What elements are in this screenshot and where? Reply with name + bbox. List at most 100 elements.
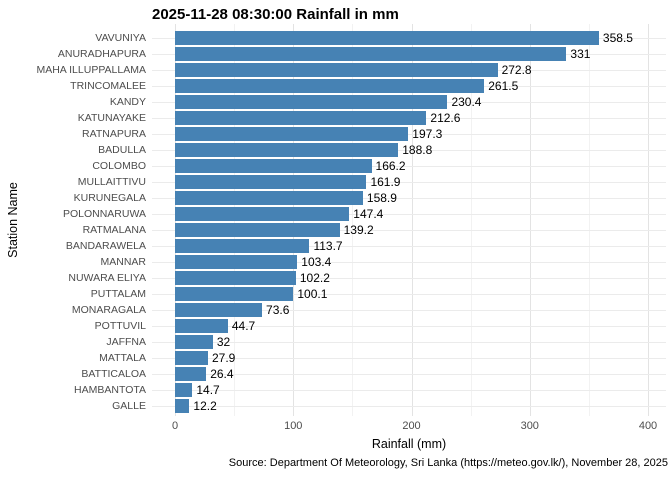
- value-label: 103.4: [301, 255, 332, 269]
- bar-row: BATTICALOA 26.4: [0, 366, 666, 382]
- bar: [175, 287, 294, 301]
- value-label: 188.8: [402, 143, 433, 157]
- gridline-horizontal: [152, 262, 666, 263]
- station-label: MATTALA: [99, 351, 146, 364]
- gridline-horizontal: [152, 406, 666, 407]
- gridline-horizontal: [152, 134, 666, 135]
- bar: [175, 143, 399, 157]
- gridline-horizontal: [152, 278, 666, 279]
- value-label: 26.4: [210, 367, 234, 381]
- bar-area: 261.5: [152, 78, 666, 94]
- bar-rows: VAVUNIYA 358.5 ANURADHAPURA 331 MAHA ILLUPPA…: [0, 24, 666, 416]
- bar-area: 27.9: [152, 350, 666, 366]
- station-label: KURUNEGALA: [73, 191, 146, 204]
- bar-row: PUTTALAM 100.1: [0, 286, 666, 302]
- station-label: ANURADHAPURA: [57, 47, 146, 60]
- bar-row: RATMALANA 139.2: [0, 222, 666, 238]
- station-label: RATMALANA: [82, 223, 146, 236]
- bar: [175, 79, 485, 93]
- bar-row: KURUNEGALA 158.9: [0, 190, 666, 206]
- station-label: TRINCOMALEE: [70, 79, 146, 92]
- gridline-horizontal: [152, 230, 666, 231]
- bar-area: 26.4: [152, 366, 666, 382]
- bar-area: 102.2: [152, 270, 666, 286]
- bar-area: 113.7: [152, 238, 666, 254]
- station-label: KANDY: [109, 95, 146, 108]
- bar-area: 147.4: [152, 206, 666, 222]
- bar-area: 272.8: [152, 62, 666, 78]
- station-label: MANNAR: [100, 255, 146, 268]
- bar: [175, 159, 372, 173]
- station-label: MONARAGALA: [71, 303, 146, 316]
- bar: [175, 399, 190, 413]
- value-label: 212.6: [430, 111, 461, 125]
- bar-area: 212.6: [152, 110, 666, 126]
- bar-area: 331: [152, 46, 666, 62]
- gridline-horizontal: [152, 182, 666, 183]
- station-label: POTTUVIL: [94, 319, 146, 332]
- gridline-horizontal: [152, 150, 666, 151]
- bar-row: MATTALA 27.9: [0, 350, 666, 366]
- bar-area: 139.2: [152, 222, 666, 238]
- gridline-horizontal: [152, 246, 666, 247]
- value-label: 230.4: [451, 95, 482, 109]
- bar-area: 12.2: [152, 398, 666, 414]
- value-label: 32: [216, 335, 231, 349]
- bar-row: NUWARA ELIYA 102.2: [0, 270, 666, 286]
- gridline-horizontal: [152, 214, 666, 215]
- gridline-vertical-major: [529, 24, 531, 416]
- station-label: NUWARA ELIYA: [68, 271, 146, 284]
- bar-row: ANURADHAPURA 331: [0, 46, 666, 62]
- value-label: 166.2: [375, 159, 406, 173]
- gridline-vertical-major: [648, 24, 649, 416]
- station-label: BATTICALOA: [81, 367, 146, 380]
- value-label: 161.9: [370, 175, 401, 189]
- value-label: 102.2: [299, 271, 330, 285]
- value-label: 331: [570, 47, 591, 61]
- value-label: 261.5: [488, 79, 519, 93]
- gridline-vertical-minor: [352, 24, 354, 416]
- station-label: HAMBANTOTA: [74, 383, 146, 396]
- bar: [175, 223, 340, 237]
- bar-area: 161.9: [152, 174, 666, 190]
- value-label: 113.7: [313, 239, 343, 253]
- bar: [175, 191, 363, 205]
- bar-area: 14.7: [152, 382, 666, 398]
- chart-title: 2025-11-28 08:30:00 Rainfall in mm: [152, 6, 399, 23]
- bar-row: KANDY 230.4: [0, 94, 666, 110]
- bar: [175, 335, 213, 349]
- x-tick-label: 0: [171, 420, 179, 432]
- bar: [175, 127, 409, 141]
- station-label: GALLE: [112, 399, 146, 412]
- value-label: 272.8: [501, 63, 532, 77]
- gridline-horizontal: [152, 166, 666, 167]
- station-label: PUTTALAM: [90, 287, 146, 300]
- station-label: MULLAITTIVU: [77, 175, 146, 188]
- bar: [175, 31, 599, 45]
- value-label: 73.6: [266, 303, 290, 317]
- bar-row: COLOMBO 166.2: [0, 158, 666, 174]
- bar: [175, 239, 310, 253]
- gridline-vertical-major: [411, 24, 413, 416]
- bar-area: 100.1: [152, 286, 666, 302]
- gridline-vertical-minor: [470, 24, 472, 416]
- bar: [175, 351, 208, 365]
- x-tick-label: 200: [402, 420, 421, 432]
- station-label: BANDARAWELA: [65, 239, 146, 252]
- station-label: MAHA ILLUPPALLAMA: [36, 63, 146, 76]
- bar: [175, 383, 193, 397]
- gridline-horizontal: [152, 198, 666, 199]
- bar-row: MULLAITTIVU 161.9: [0, 174, 666, 190]
- bar-row: MONARAGALA 73.6: [0, 302, 666, 318]
- value-label: 100.1: [297, 287, 328, 301]
- bar-row: HAMBANTOTA 14.7: [0, 382, 666, 398]
- bar: [175, 303, 263, 317]
- gridline-vertical-minor: [588, 24, 590, 416]
- gridline-horizontal: [152, 310, 666, 311]
- value-label: 27.9: [211, 351, 236, 365]
- bar-row: VAVUNIYA 358.5: [0, 30, 666, 46]
- gridline-horizontal: [152, 358, 666, 359]
- bar-area: 73.6: [152, 302, 666, 318]
- gridline-horizontal: [152, 294, 666, 295]
- bar: [175, 319, 228, 333]
